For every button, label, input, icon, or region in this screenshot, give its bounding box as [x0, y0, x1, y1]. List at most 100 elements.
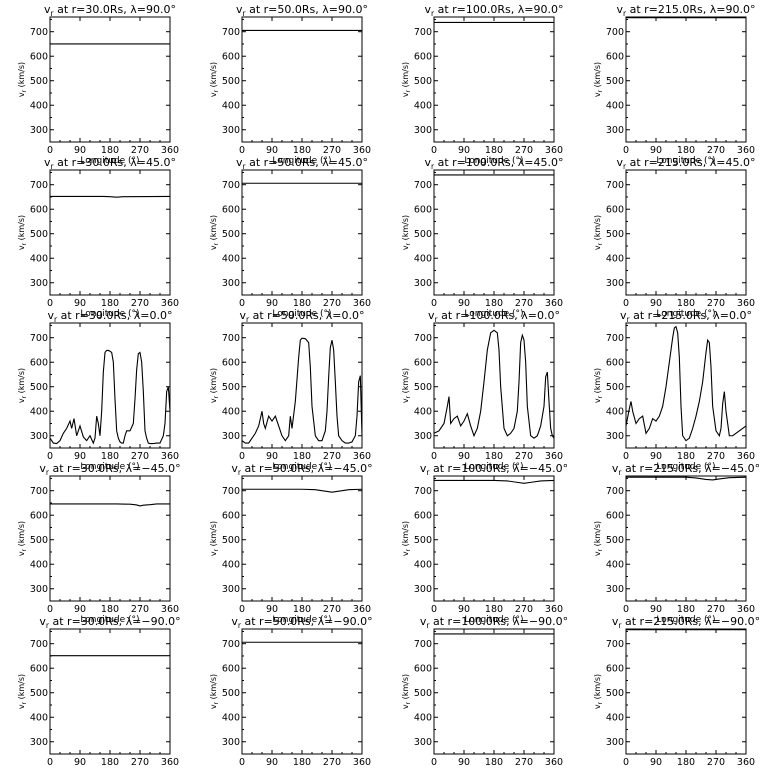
x-tick-label: 360 [161, 757, 179, 768]
y-axis-label: vr (km/s) [593, 215, 604, 250]
panel-title: vr at r=215.0Rs, λ=−90.0° [612, 615, 760, 630]
y-axis-label: vr (km/s) [593, 674, 604, 709]
series-line [434, 329, 554, 439]
ylabel-subscript: r [405, 701, 412, 704]
x-tick-label: 180 [101, 604, 119, 615]
panel-14: vr at r=50.0Rs, λ=−45.0°0 90 180 270 3603004… [209, 462, 373, 625]
y-tick-label: 500 [414, 229, 432, 240]
panel-7: vr at r=100.0Rs, λ=45.0°0 90 180 270 3603004… [401, 156, 563, 319]
y-tick-label: 500 [222, 688, 240, 699]
panel-15: vr at r=100.0Rs, λ=−45.0°0 90 180 270 360300… [401, 462, 568, 625]
plot-frame [241, 475, 363, 602]
x-tick-label: 360 [545, 757, 563, 768]
y-tick-label: 300 [222, 125, 240, 136]
y-tick-label: 500 [414, 688, 432, 699]
x-tick-label: 360 [737, 604, 755, 615]
ylabel-subscript: r [597, 242, 604, 245]
title-subscript: r [435, 315, 439, 324]
panel-title: vr at r=100.0Rs, λ=0.0° [428, 309, 560, 324]
x-axis-label: Longitude (°) [464, 462, 523, 472]
title-subscript: r [51, 162, 55, 171]
panel-6: vr at r=50.0Rs, λ=45.0°0 90 180 270 36030040… [209, 156, 371, 319]
ylabel-subscript: r [405, 242, 412, 245]
y-tick-label: 700 [222, 333, 240, 344]
y-tick-label: 700 [30, 333, 48, 344]
y-tick-label: 500 [414, 76, 432, 87]
x-tick-label: 360 [545, 604, 563, 615]
x-tick-label: 180 [677, 451, 695, 462]
title-text: at r=100.0Rs, λ=45.0° [434, 156, 563, 169]
ylabel-symbol: v [209, 551, 218, 556]
x-tick-label: 90 [650, 145, 662, 156]
x-tick-label: 180 [293, 451, 311, 462]
ylabel-text: (km/s) [401, 368, 410, 396]
y-tick-label: 300 [222, 737, 240, 748]
x-tick-label: 0 [239, 451, 245, 462]
x-axis-label: Longitude (°) [656, 615, 715, 625]
y-axis-label: vr (km/s) [593, 62, 604, 97]
x-axis-label: Longitude (°) [464, 309, 523, 319]
y-tick-label: 500 [606, 382, 624, 393]
y-tick-label: 300 [30, 431, 48, 442]
title-text: at r=100.0Rs, λ=−90.0° [430, 615, 569, 628]
y-tick-label: 300 [414, 125, 432, 136]
x-tick-label: 360 [353, 757, 371, 768]
x-tick-label: 180 [485, 451, 503, 462]
title-text: at r=30.0Rs, λ=90.0° [54, 3, 176, 16]
x-tick-label: 270 [515, 604, 533, 615]
x-axis-label: Longitude (°) [272, 462, 331, 472]
x-tick-label: 0 [623, 145, 629, 156]
y-tick-label: 300 [222, 431, 240, 442]
y-tick-label: 500 [606, 535, 624, 546]
x-tick-label: 180 [293, 298, 311, 309]
ylabel-symbol: v [593, 704, 602, 709]
panel-title: vr at r=50.0Rs, λ=−90.0° [231, 615, 372, 630]
x-tick-label: 180 [293, 145, 311, 156]
title-text: at r=215.0Rs, λ=−90.0° [622, 615, 761, 628]
y-tick-label: 500 [606, 76, 624, 87]
title-subscript: r [46, 621, 50, 630]
x-tick-label: 180 [677, 757, 695, 768]
plot-frame [433, 322, 555, 449]
y-tick-label: 500 [30, 688, 48, 699]
x-tick-label: 0 [623, 451, 629, 462]
ylabel-subscript: r [213, 548, 220, 551]
title-text: at r=30.0Rs, λ=0.0° [57, 309, 172, 322]
x-tick-label: 90 [266, 145, 278, 156]
title-subscript: r [426, 468, 430, 477]
title-subscript: r [51, 9, 55, 18]
panel-title: vr at r=100.0Rs, λ=90.0° [425, 3, 564, 18]
x-tick-label: 270 [707, 145, 725, 156]
x-tick-label: 90 [458, 145, 470, 156]
x-tick-label: 270 [323, 757, 341, 768]
x-tick-label: 360 [545, 145, 563, 156]
title-symbol: v [44, 3, 51, 16]
panel-5: vr at r=30.0Rs, λ=45.0°0 90 180 270 36030040… [17, 156, 179, 319]
plot-frame [625, 169, 747, 296]
x-axis-label: Longitude (°) [272, 615, 331, 625]
x-tick-label: 0 [431, 451, 437, 462]
x-tick-label: 90 [74, 451, 86, 462]
ylabel-symbol: v [17, 398, 26, 403]
x-tick-label: 270 [515, 298, 533, 309]
title-symbol: v [39, 462, 46, 475]
series-line [434, 479, 554, 484]
x-tick-label: 0 [47, 604, 53, 615]
panel-2: vr at r=50.0Rs, λ=90.0°0 90 180 270 36030040… [209, 3, 371, 166]
y-axis-label: vr (km/s) [17, 62, 28, 97]
x-tick-label: 0 [623, 757, 629, 768]
y-tick-label: 400 [222, 560, 240, 571]
panel-title: vr at r=215.0Rs, λ=0.0° [620, 309, 752, 324]
x-tick-label: 0 [623, 604, 629, 615]
y-tick-label: 600 [30, 358, 48, 369]
y-tick-label: 400 [30, 407, 48, 418]
x-tick-label: 0 [239, 145, 245, 156]
y-tick-label: 400 [606, 101, 624, 112]
x-tick-label: 270 [515, 451, 533, 462]
panel-title: vr at r=100.0Rs, λ=−45.0° [420, 462, 568, 477]
y-tick-label: 600 [222, 205, 240, 216]
title-text: at r=50.0Rs, λ=90.0° [246, 3, 368, 16]
title-subscript: r [618, 468, 622, 477]
x-tick-label: 270 [131, 451, 149, 462]
y-tick-label: 600 [30, 52, 48, 63]
